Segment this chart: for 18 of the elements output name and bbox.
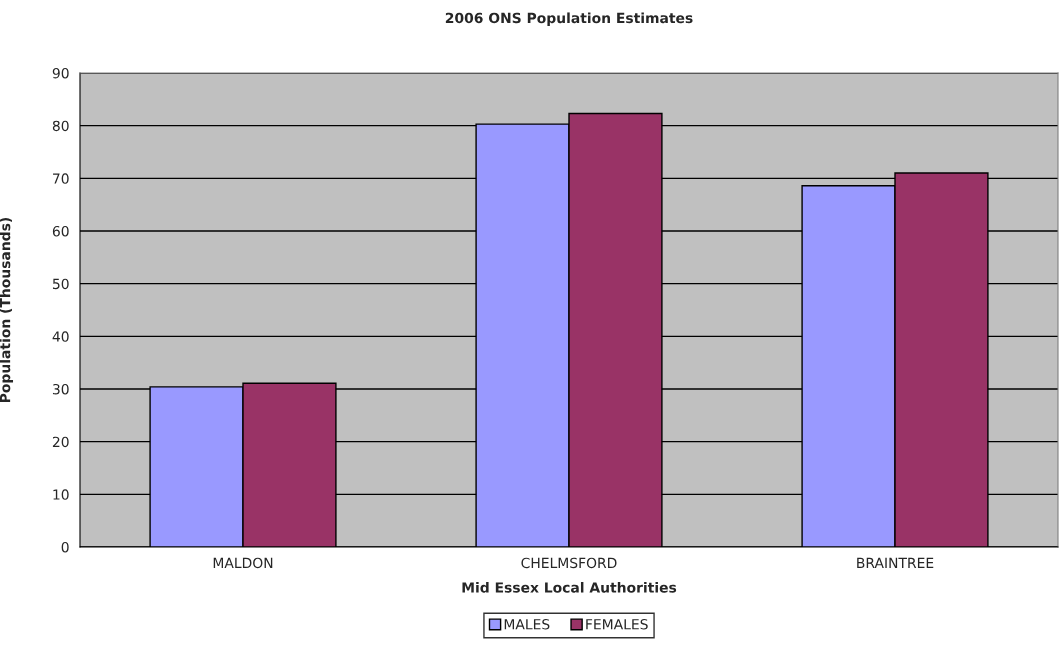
x-tick-label: BRAINTREE (857, 557, 934, 568)
y-tick-label: 20 (52, 436, 69, 448)
x-tick-label: MALDON (213, 557, 273, 569)
y-tick-label: 10 (53, 489, 69, 500)
y-tick-label: 40 (52, 331, 69, 342)
x-tick-label: CHELMSFORD (521, 557, 617, 569)
chart-title: 2006 ONS Population Estimates (445, 12, 693, 26)
y-tick-label: 30 (52, 383, 69, 395)
legend-label: MALES (504, 619, 550, 630)
y-tick-label: 70 (53, 173, 69, 184)
y-tick-label: 50 (52, 278, 69, 290)
y-tick-label: 80 (52, 120, 69, 132)
y-tick-label: 60 (52, 225, 69, 237)
y-tick-label: 0 (61, 541, 69, 553)
x-axis-title: Mid Essex Local Authorities (462, 581, 677, 593)
y-tick-label: 90 (52, 67, 69, 79)
legend-label: FEMALES (586, 619, 648, 630)
y-axis-title: Population (Thousands) (0, 217, 14, 403)
